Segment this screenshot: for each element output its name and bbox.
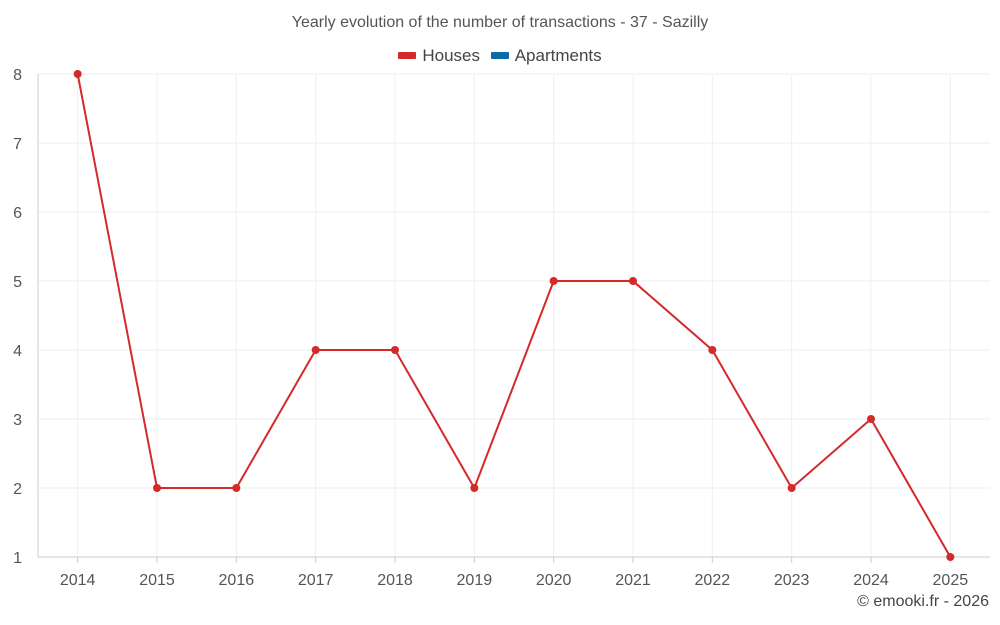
y-tick-label: 1 [13,550,22,567]
data-point-houses [787,484,796,492]
chart-title: Yearly evolution of the number of transa… [291,14,709,31]
legend-swatch-houses [398,52,417,59]
data-point-houses [470,484,479,492]
data-point-houses [232,484,241,492]
x-tick-label: 2021 [615,572,651,589]
legend-item-apartments[interactable]: Apartments [490,45,602,66]
y-tick-label: 2 [13,481,22,498]
x-tick-label: 2024 [853,572,889,589]
data-point-houses [391,346,399,354]
x-tick-label: 2017 [298,572,334,589]
legend-swatch-apartments [490,52,509,59]
data-point-houses [708,346,717,354]
data-point-houses [311,346,320,354]
data-point-houses [946,553,955,561]
y-tick-label: 7 [13,136,22,153]
legend-item-houses[interactable]: Houses [398,46,480,66]
legend-label-houses: Houses [422,45,480,65]
y-tick-label: 8 [13,67,22,84]
chart-legend: Houses Apartments [0,44,1000,66]
x-tick-label: 2014 [60,572,96,589]
series-line-houses [76,73,952,558]
x-tick-label: 2018 [377,572,413,589]
x-tick-label: 2015 [139,572,175,589]
legend-label-apartments: Apartments [514,45,602,65]
data-point-houses [867,415,875,423]
x-tick-label: 2022 [695,572,731,589]
data-point-houses [549,277,558,285]
y-tick-label: 5 [13,274,22,291]
y-tick-label: 6 [13,205,22,222]
x-tick-label: 2025 [933,572,969,589]
y-tick-label: 3 [13,412,22,429]
credit-text: © emooki.fr - 2026 [857,593,989,610]
x-tick-label: 2020 [536,572,572,589]
y-tick-label: 4 [13,343,22,360]
data-point-houses [73,70,82,78]
x-tick-label: 2019 [457,572,493,589]
x-tick-label: 2016 [219,572,255,589]
data-point-houses [629,277,637,285]
x-tick-label: 2023 [774,572,810,589]
data-point-houses [153,484,161,492]
